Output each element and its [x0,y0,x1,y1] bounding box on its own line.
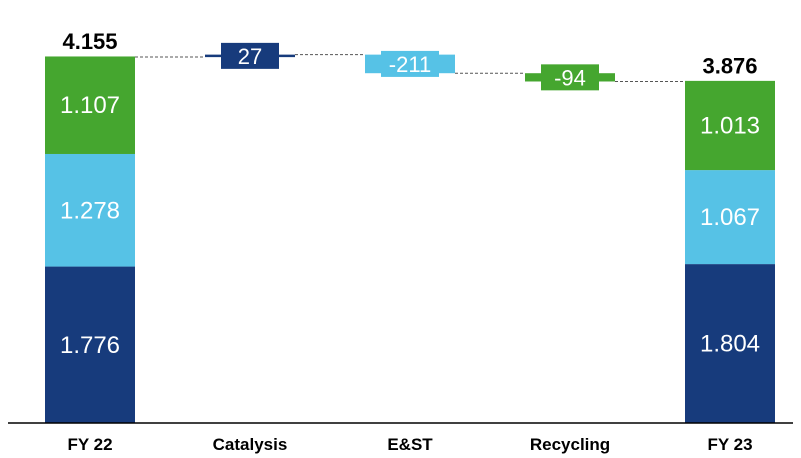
segment-value-label: 1.067 [700,204,760,231]
delta-label-box [381,50,439,77]
segment-value-label: 1.804 [700,331,760,358]
bar-segment-recycling [45,56,135,154]
category-labels: FY 22 Catalysis E&ST Recycling FY 23 [67,435,752,454]
delta-bars: 27 -211 -94 [205,42,615,91]
category-label: Recycling [530,435,610,454]
bar-segment-catalysis [45,266,135,423]
bar-segment-recycling [685,80,775,171]
delta-value-label: -211 [389,52,431,77]
delta-label-box [221,42,279,69]
bars: 1.776 1.278 1.107 4.155 1.804 1.067 1.013 3.876 [45,29,775,423]
total-value-label: 4.155 [62,29,117,54]
category-label: Catalysis [213,435,288,454]
category-label: E&ST [387,435,433,454]
segment-value-label: 1.278 [60,197,120,224]
segment-value-label: 1.013 [700,112,760,139]
bar-segment-catalysis [685,264,775,423]
segment-value-label: 1.776 [60,332,120,359]
bar-segment-est [685,170,775,265]
segment-value-label: 1.107 [60,92,120,119]
connector-lines [135,54,685,82]
delta-value-label: 27 [238,44,262,69]
category-label: FY 23 [707,435,752,454]
category-label: FY 22 [67,435,112,454]
delta-value-label: -94 [554,65,586,90]
total-value-label: 3.876 [702,54,757,79]
delta-label-box [541,64,599,91]
bar-segment-est [45,153,135,267]
